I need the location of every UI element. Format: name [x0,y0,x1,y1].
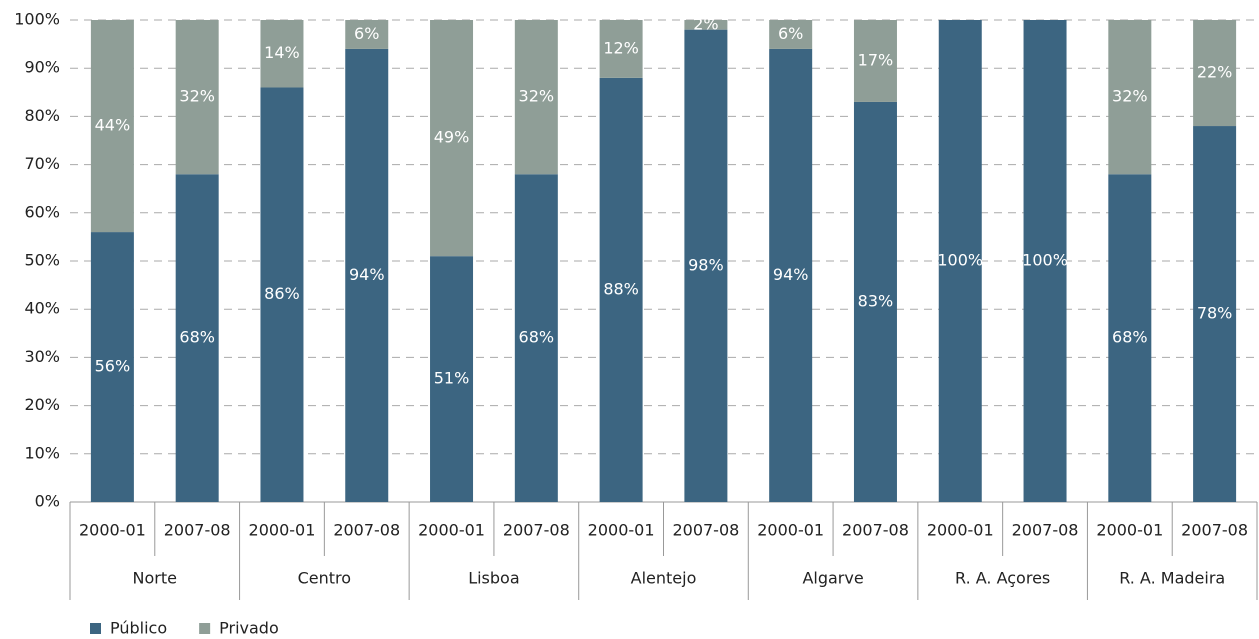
x-tick-label: 2000-01 [79,521,146,540]
x-tick-label: 2007-08 [164,521,231,540]
x-tick-label: 2000-01 [588,521,655,540]
data-label: 12% [603,38,639,57]
data-label: 86% [264,284,300,303]
data-label: 17% [858,50,894,69]
y-tick-label: 40% [24,299,60,318]
bar-segment [1108,20,1152,175]
bar-segment [853,20,897,102]
group-label: R. A. Madeira [1119,569,1225,588]
bar-segment [175,20,219,175]
bar-segment [514,174,558,503]
data-label: 68% [519,328,555,347]
data-label: 6% [778,24,803,43]
data-label: 14% [264,43,300,62]
bar-segment [260,20,304,88]
x-tick-label: 2007-08 [503,521,570,540]
bar-segment [769,48,813,503]
data-label: 32% [1112,87,1148,106]
data-label: 32% [179,87,215,106]
x-tick-label: 2000-01 [1096,521,1163,540]
group-label: Lisboa [468,569,519,588]
bar-segment [90,232,134,502]
x-tick-label: 2007-08 [1012,521,1079,540]
group-label: Algarve [802,569,863,588]
group-label: Centro [298,569,351,588]
bar-segment [430,20,474,257]
data-label: 98% [688,255,724,274]
data-label: 68% [179,328,215,347]
data-label: 88% [603,279,639,298]
data-label: 6% [354,24,379,43]
bar-segment [1108,174,1152,503]
bar-segment [1193,20,1237,127]
data-label: 49% [434,128,470,147]
data-label: 56% [95,357,131,376]
bar-segment [769,20,813,49]
y-tick-label: 30% [24,347,60,366]
bar-segment [175,174,219,503]
bar-segment [1193,126,1237,502]
x-tick-label: 2000-01 [757,521,824,540]
data-label: 94% [349,265,385,284]
bar-segment [599,77,643,502]
legend-swatch [199,623,211,634]
x-tick-label: 2000-01 [418,521,485,540]
data-label: 94% [773,265,809,284]
x-tick-label: 2007-08 [1181,521,1248,540]
y-tick-label: 90% [24,58,60,77]
legend-swatch [90,623,101,634]
bar-segment [684,20,728,30]
y-tick-label: 10% [24,443,60,462]
bar-segment [853,101,897,502]
data-label: 32% [519,87,555,106]
data-label: 22% [1197,63,1233,82]
legend-label: Privado [219,619,279,638]
y-tick-label: 80% [24,106,60,125]
data-label: 100% [937,251,983,270]
bar-segment [684,29,728,502]
data-label: 2% [693,14,718,33]
x-tick-label: 2007-08 [842,521,909,540]
bar-segment [514,20,558,175]
y-tick-label: 20% [24,395,60,414]
data-label: 68% [1112,328,1148,347]
x-tick-label: 2000-01 [249,521,316,540]
data-label: 78% [1197,304,1233,323]
data-label: 51% [434,369,470,388]
data-label: 100% [1022,251,1068,270]
data-label: 44% [95,116,131,135]
bar-segment [599,20,643,78]
bar-segment [90,20,134,233]
y-tick-label: 70% [24,154,60,173]
bar-segment [260,87,304,502]
y-tick-label: 50% [24,251,60,270]
y-tick-label: 60% [24,202,60,221]
x-tick-label: 2007-08 [672,521,739,540]
bar-segment [430,256,474,502]
x-tick-label: 2000-01 [927,521,994,540]
bar-segment [938,20,982,502]
x-tick-label: 2007-08 [333,521,400,540]
group-label: Alentejo [631,569,697,588]
y-tick-label: 100% [14,10,60,29]
group-label: Norte [133,569,177,588]
bar-segment [345,20,389,49]
bar-segment [345,48,389,503]
legend-label: Público [110,619,167,638]
bar-segment [1023,20,1067,502]
y-tick-label: 0% [35,492,60,511]
group-label: R. A. Açores [955,569,1050,588]
data-label: 83% [858,291,894,310]
